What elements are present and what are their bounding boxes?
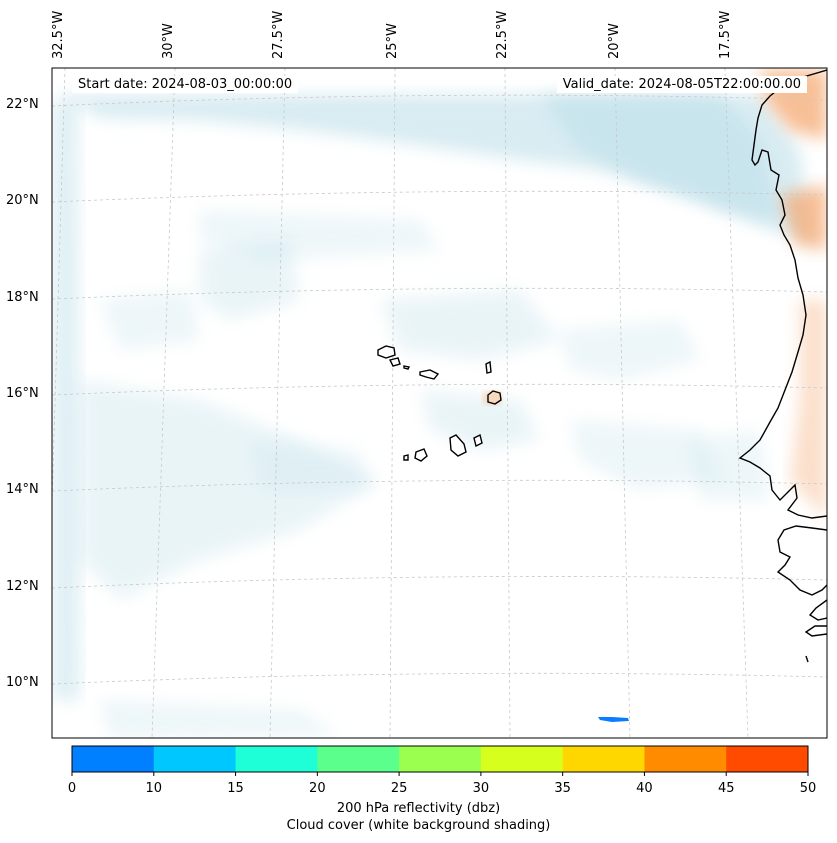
lat-label: 12°N — [6, 579, 39, 594]
colorbar-segment — [72, 746, 155, 772]
valid-date-label: Valid_date: 2024-08-05T22:00:00.00 — [556, 76, 807, 93]
map-frame — [51, 67, 828, 739]
lat-label: 14°N — [6, 482, 39, 497]
colorbar — [72, 746, 809, 772]
colorbar-segment — [399, 746, 482, 772]
colorbar-tick-label: 30 — [472, 781, 490, 796]
colorbar-label: 200 hPa reflectivity (dbz) — [336, 801, 501, 816]
colorbar-tick-label: 15 — [227, 781, 244, 796]
lon-label: 20°W — [607, 23, 622, 59]
lon-label: 17.5°W — [718, 10, 733, 59]
colorbar-segment — [317, 746, 400, 772]
colorbar-tick-label: 0 — [67, 781, 77, 796]
lon-label: 27.5°W — [271, 10, 286, 59]
colorbar-tick-label: 40 — [636, 781, 653, 796]
colorbar-tick-label: 45 — [717, 781, 735, 796]
map-area — [52, 68, 827, 738]
colorbar-segment — [644, 746, 727, 772]
lon-label: 22.5°W — [495, 10, 510, 59]
coastline — [738, 69, 827, 663]
colorbar-segment — [726, 746, 809, 772]
colorbar-tick-label: 35 — [554, 781, 571, 796]
cape-verde-islands — [377, 345, 502, 462]
graticule — [52, 68, 827, 738]
colorbar-sublabel: Cloud cover (white background shading) — [286, 818, 551, 833]
colorbar-segment — [480, 746, 564, 772]
colorbar-segment — [562, 746, 645, 772]
colorbar-segment — [153, 746, 237, 772]
colorbar-tick-label: 25 — [390, 781, 408, 796]
lon-label: 25°W — [385, 23, 400, 59]
lat-label: 10°N — [6, 675, 39, 690]
lat-label: 16°N — [6, 386, 39, 401]
start-date-label: Start date: 2024-08-03_00:00:00 — [72, 76, 299, 93]
lon-label: 32.5°W — [51, 10, 66, 59]
reflectivity-echo — [598, 717, 629, 722]
lat-label: 20°N — [6, 193, 39, 208]
lat-label: 18°N — [6, 290, 39, 305]
colorbar-tick-label: 10 — [145, 781, 163, 796]
colorbar-tick-label: 50 — [799, 781, 817, 796]
colorbar-segment — [235, 746, 318, 772]
colorbar-tick-marks — [71, 772, 809, 776]
lat-label: 22°N — [6, 97, 39, 112]
colorbar-frame — [71, 745, 809, 773]
colorbar-tick-label: 20 — [309, 781, 326, 796]
cloud-cover-shading — [52, 95, 810, 738]
lon-label: 30°W — [161, 23, 176, 59]
